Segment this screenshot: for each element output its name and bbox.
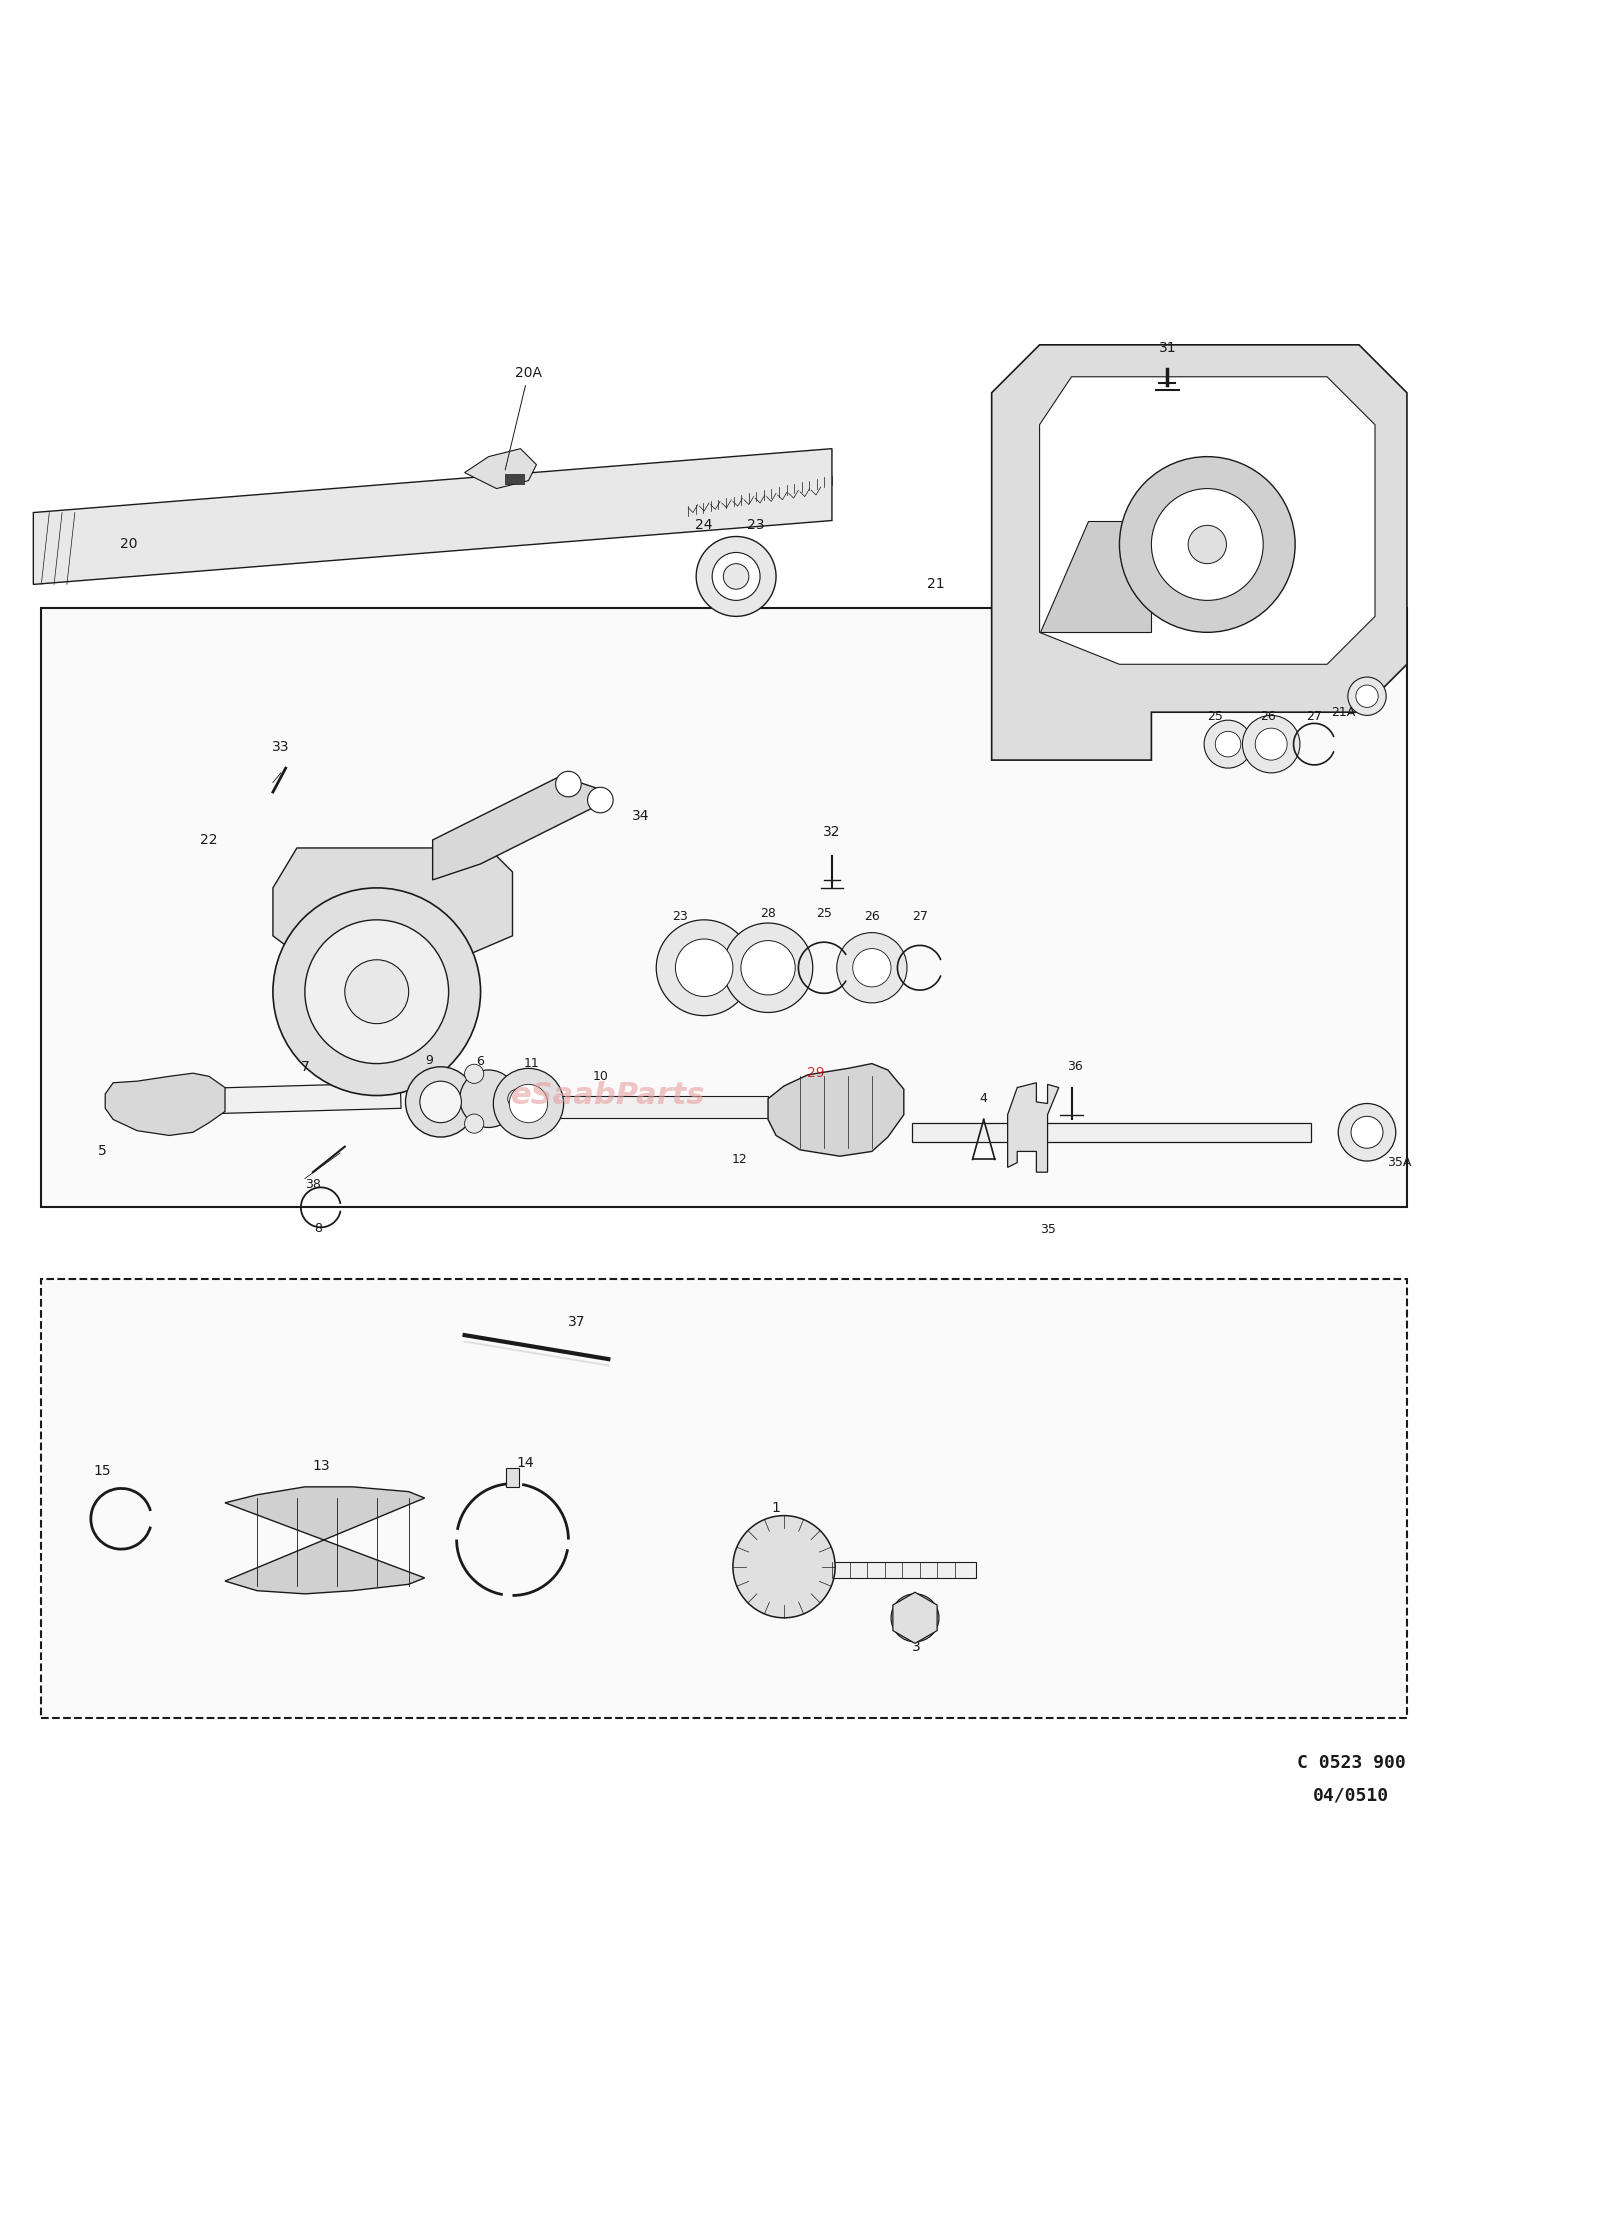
Circle shape	[587, 787, 613, 814]
Text: 20: 20	[120, 538, 138, 551]
Bar	[506, 1467, 518, 1487]
Polygon shape	[1008, 1083, 1059, 1172]
FancyBboxPatch shape	[42, 1278, 1406, 1718]
Circle shape	[493, 1069, 563, 1138]
Circle shape	[1256, 729, 1286, 760]
Circle shape	[306, 920, 448, 1063]
Text: 13: 13	[312, 1458, 330, 1474]
Text: 23: 23	[747, 518, 765, 531]
Polygon shape	[34, 449, 832, 585]
Text: 14: 14	[517, 1456, 534, 1469]
Polygon shape	[274, 847, 512, 960]
Circle shape	[459, 1069, 517, 1127]
Text: 11: 11	[523, 1058, 539, 1069]
Text: 31: 31	[1158, 340, 1176, 356]
Circle shape	[1350, 1116, 1382, 1149]
Text: eSaabParts: eSaabParts	[510, 1080, 706, 1109]
Circle shape	[733, 1516, 835, 1618]
Text: 24: 24	[696, 518, 714, 531]
Polygon shape	[106, 1074, 226, 1136]
Circle shape	[712, 554, 760, 600]
Text: 12: 12	[731, 1154, 747, 1165]
Text: C 0523 900: C 0523 900	[1296, 1754, 1405, 1772]
Circle shape	[1152, 489, 1262, 600]
Circle shape	[1355, 685, 1378, 707]
Text: 26: 26	[864, 909, 880, 923]
Text: 20A: 20A	[506, 367, 542, 469]
Circle shape	[1347, 678, 1386, 716]
Text: 37: 37	[568, 1316, 586, 1329]
Text: 8: 8	[314, 1223, 322, 1234]
Text: 23: 23	[672, 909, 688, 923]
Circle shape	[274, 887, 480, 1096]
Polygon shape	[226, 1487, 424, 1594]
Polygon shape	[464, 449, 536, 489]
Circle shape	[1120, 456, 1294, 631]
Polygon shape	[1040, 520, 1152, 631]
Text: 26: 26	[1261, 711, 1275, 722]
Circle shape	[405, 1067, 475, 1136]
Text: 33: 33	[272, 740, 290, 754]
Circle shape	[464, 1065, 483, 1083]
Text: 25: 25	[816, 907, 832, 920]
Polygon shape	[832, 1563, 976, 1578]
Text: 36: 36	[1067, 1060, 1083, 1074]
Text: 25: 25	[1208, 711, 1224, 722]
Circle shape	[723, 565, 749, 589]
Text: 35: 35	[1040, 1223, 1056, 1236]
Circle shape	[419, 1080, 461, 1123]
Text: 9: 9	[426, 1054, 434, 1067]
Polygon shape	[432, 776, 608, 880]
Text: 28: 28	[760, 907, 776, 920]
Bar	[504, 473, 523, 485]
Circle shape	[507, 1089, 526, 1109]
Circle shape	[509, 1085, 547, 1123]
Circle shape	[675, 938, 733, 996]
FancyBboxPatch shape	[42, 609, 1406, 1207]
Circle shape	[1243, 716, 1299, 774]
Text: 34: 34	[632, 809, 650, 823]
Circle shape	[1189, 525, 1227, 565]
Text: 4: 4	[979, 1091, 987, 1105]
Text: 32: 32	[822, 825, 840, 838]
Text: 1: 1	[771, 1501, 781, 1514]
Circle shape	[837, 934, 907, 1003]
Text: 7: 7	[301, 1060, 309, 1074]
Text: 21: 21	[926, 578, 944, 591]
Text: 29: 29	[806, 1067, 824, 1080]
Text: 38: 38	[306, 1178, 320, 1192]
Circle shape	[696, 536, 776, 616]
Polygon shape	[552, 1096, 768, 1118]
Text: 27: 27	[1306, 711, 1322, 722]
Text: 5: 5	[98, 1145, 106, 1158]
Text: 22: 22	[200, 834, 218, 847]
Circle shape	[1216, 731, 1242, 756]
Polygon shape	[912, 1123, 1310, 1143]
Text: 6: 6	[477, 1056, 485, 1069]
Text: 04/0510: 04/0510	[1314, 1785, 1389, 1805]
Circle shape	[656, 920, 752, 1016]
Circle shape	[1205, 720, 1253, 769]
Polygon shape	[992, 345, 1406, 760]
Circle shape	[723, 923, 813, 1011]
Polygon shape	[768, 1063, 904, 1156]
Circle shape	[344, 960, 408, 1023]
Circle shape	[741, 940, 795, 996]
Circle shape	[555, 771, 581, 796]
Circle shape	[853, 949, 891, 987]
Text: 10: 10	[592, 1069, 608, 1083]
Text: 3: 3	[912, 1641, 922, 1654]
Circle shape	[891, 1594, 939, 1643]
Text: 27: 27	[912, 909, 928, 923]
Text: 35A: 35A	[1387, 1156, 1411, 1169]
Polygon shape	[893, 1592, 938, 1643]
Polygon shape	[1040, 376, 1374, 665]
Text: 15: 15	[93, 1465, 110, 1478]
Circle shape	[464, 1114, 483, 1134]
Polygon shape	[122, 1083, 402, 1116]
Text: 21A: 21A	[1331, 705, 1355, 718]
Circle shape	[1338, 1103, 1395, 1160]
